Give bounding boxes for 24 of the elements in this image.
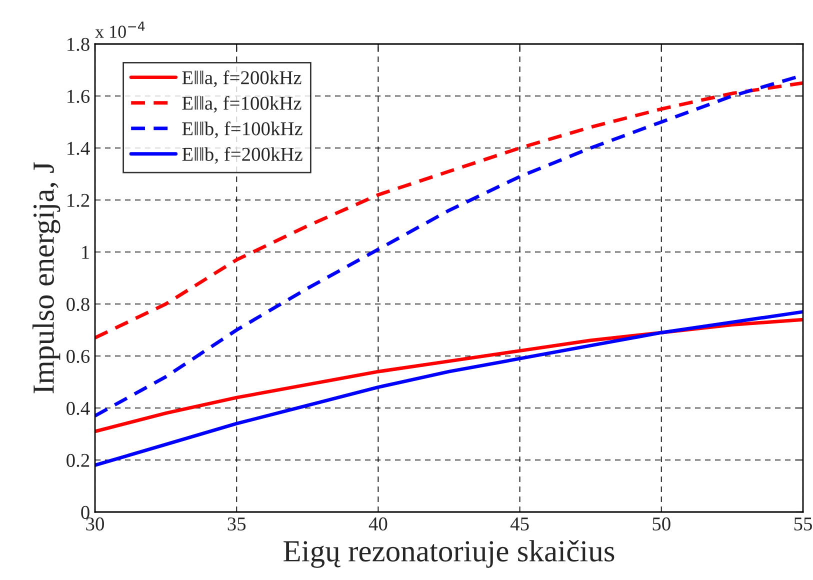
line-series: [95, 310, 803, 467]
y-tick-label: 0.2: [66, 454, 90, 468]
y-tick-label: 1.4: [68, 142, 90, 156]
x-tick-label: 55: [794, 518, 812, 531]
y-tick-label: 1.6: [68, 90, 90, 104]
x-tick-label: 40: [368, 517, 388, 531]
legend-label: E‖‖a, f=200kHz: [182, 70, 302, 88]
y-tick-label: 0: [81, 506, 90, 519]
y-tick-label: 0.8: [66, 298, 90, 312]
y-tick-label: 0.6: [66, 350, 90, 364]
y-axis-title: Impulso energija, J: [32, 162, 60, 394]
x-tick-label: 50: [652, 517, 670, 531]
text: x 10$^{−4}$: [95, 22, 145, 38]
x-axis-title: Eigų rezonatoriuje skaičius: [284, 540, 614, 568]
y-tick-label: 0.4: [66, 402, 90, 416]
x-tick-label: 45: [510, 518, 529, 531]
y-tick-label: 1.2: [68, 194, 90, 208]
x-tick-label: 35: [228, 517, 246, 531]
legend-label: E‖‖b, f=100kHz: [182, 121, 302, 138]
legend-label: E‖‖b, f=200kHz: [182, 147, 302, 164]
legend-label: E‖‖a, f=100kHz: [182, 96, 302, 113]
x-tick-label: 30: [86, 517, 104, 531]
y-tick-label: 1: [82, 246, 89, 259]
y-tick-label: 1.8: [68, 38, 90, 52]
